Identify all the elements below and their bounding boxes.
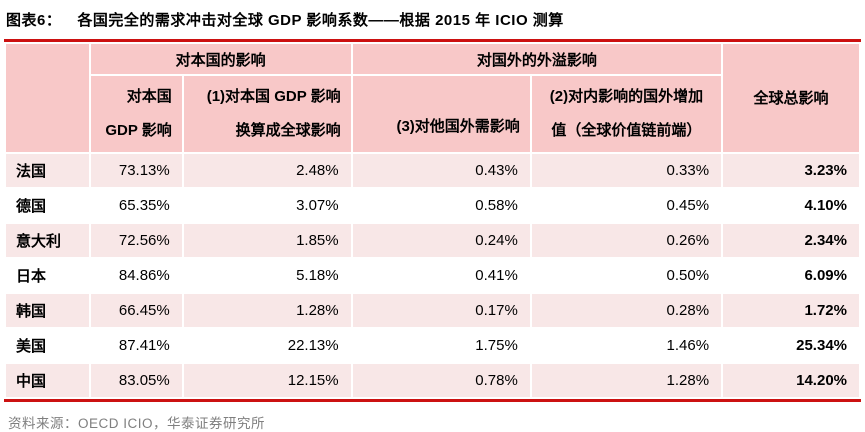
converted-global-cell: 12.15% — [183, 363, 351, 397]
sub-header-row: 对本国 GDP 影响 (1)对本国 GDP 影响 换算成全球影响 (3)对他国外… — [6, 76, 859, 152]
table-row: 德国 65.35% 3.07% 0.58% 0.45% 4.10% — [6, 188, 859, 222]
converted-global-cell: 1.85% — [183, 223, 351, 257]
domestic-gdp-cell: 83.05% — [90, 363, 182, 397]
table-row: 韩国 66.45% 1.28% 0.17% 0.28% 1.72% — [6, 293, 859, 327]
foreign-value-added-cell: 1.46% — [531, 328, 722, 362]
country-cell: 意大利 — [6, 223, 89, 257]
table-header: 对本国的影响 对国外的外溢影响 全球总影响 对本国 GDP 影响 (1)对本国 … — [6, 44, 859, 152]
converted-global-cell: 2.48% — [183, 153, 351, 187]
column-header-domestic-gdp: 对本国 GDP 影响 — [90, 76, 182, 152]
country-cell: 中国 — [6, 363, 89, 397]
column-header-foreign-value-added-line1: (2)对内影响的国外增加 — [549, 88, 704, 105]
group-header-domestic: 对本国的影响 — [90, 44, 351, 74]
domestic-gdp-cell: 66.45% — [90, 293, 182, 327]
external-demand-cell: 0.78% — [352, 363, 530, 397]
domestic-gdp-cell: 72.56% — [90, 223, 182, 257]
column-header-domestic-gdp-line2: GDP 影响 — [105, 121, 172, 139]
domestic-gdp-cell: 73.13% — [90, 153, 182, 187]
foreign-value-added-cell: 0.33% — [531, 153, 722, 187]
table-row: 中国 83.05% 12.15% 0.78% 1.28% 14.20% — [6, 363, 859, 397]
table-row: 美国 87.41% 22.13% 1.75% 1.46% 25.34% — [6, 328, 859, 362]
foreign-value-added-cell: 0.50% — [531, 258, 722, 292]
group-header-foreign-spillover: 对国外的外溢影响 — [352, 44, 722, 74]
figure-label: 图表6： — [6, 12, 62, 29]
external-demand-cell: 0.43% — [352, 153, 530, 187]
external-demand-cell: 0.41% — [352, 258, 530, 292]
country-cell: 日本 — [6, 258, 89, 292]
table-body: 法国 73.13% 2.48% 0.43% 0.33% 3.23% 德国 65.… — [6, 153, 859, 397]
country-cell: 德国 — [6, 188, 89, 222]
column-header-global-total: 全球总影响 — [723, 44, 859, 152]
bottom-rule — [4, 398, 861, 402]
table-row: 日本 84.86% 5.18% 0.41% 0.50% 6.09% — [6, 258, 859, 292]
column-header-converted-global: (1)对本国 GDP 影响 换算成全球影响 — [183, 76, 351, 152]
foreign-value-added-cell: 0.26% — [531, 223, 722, 257]
table-row: 法国 73.13% 2.48% 0.43% 0.33% 3.23% — [6, 153, 859, 187]
column-header-domestic-gdp-line1: 对本国 — [126, 88, 172, 105]
external-demand-cell: 0.17% — [352, 293, 530, 327]
global-total-cell: 25.34% — [723, 328, 859, 362]
converted-global-cell: 22.13% — [183, 328, 351, 362]
column-header-converted-global-line1: (1)对本国 GDP 影响 — [206, 88, 341, 105]
foreign-value-added-cell: 0.45% — [531, 188, 722, 222]
country-cell: 美国 — [6, 328, 89, 362]
data-table: 对本国的影响 对国外的外溢影响 全球总影响 对本国 GDP 影响 (1)对本国 … — [4, 42, 861, 399]
corner-cell — [6, 44, 89, 152]
domestic-gdp-cell: 65.35% — [90, 188, 182, 222]
global-total-cell: 1.72% — [723, 293, 859, 327]
foreign-value-added-cell: 0.28% — [531, 293, 722, 327]
column-header-foreign-value-added: (2)对内影响的国外增加 值（全球价值链前端） — [531, 76, 722, 152]
column-header-converted-global-line2: 换算成全球影响 — [235, 121, 341, 139]
figure-title: 图表6： 各国完全的需求冲击对全球 GDP 影响系数——根据 2015 年 ICI… — [4, 5, 861, 39]
converted-global-cell: 5.18% — [183, 258, 351, 292]
top-rule — [4, 39, 861, 42]
converted-global-cell: 1.28% — [183, 293, 351, 327]
column-header-foreign-value-added-line2: 值（全球价值链前端） — [551, 121, 702, 139]
group-header-row: 对本国的影响 对国外的外溢影响 全球总影响 — [6, 44, 859, 152]
foreign-value-added-cell: 1.28% — [531, 363, 722, 397]
global-total-cell: 14.20% — [723, 363, 859, 397]
global-total-cell: 6.09% — [723, 258, 859, 292]
external-demand-cell: 0.24% — [352, 223, 530, 257]
source-note: 资料来源：OECD ICIO，华泰证券研究所 — [8, 415, 266, 431]
external-demand-cell: 1.75% — [352, 328, 530, 362]
external-demand-cell: 0.58% — [352, 188, 530, 222]
global-total-cell: 3.23% — [723, 153, 859, 187]
domestic-gdp-cell: 87.41% — [90, 328, 182, 362]
column-header-external-demand: (3)对他国外需影响 — [352, 76, 530, 152]
domestic-gdp-cell: 84.86% — [90, 258, 182, 292]
figure-title-text: 各国完全的需求冲击对全球 GDP 影响系数——根据 2015 年 ICIO 测算 — [77, 12, 564, 29]
table-row: 意大利 72.56% 1.85% 0.24% 0.26% 2.34% — [6, 223, 859, 257]
country-cell: 韩国 — [6, 293, 89, 327]
global-total-cell: 2.34% — [723, 223, 859, 257]
converted-global-cell: 3.07% — [183, 188, 351, 222]
global-total-cell: 4.10% — [723, 188, 859, 222]
country-cell: 法国 — [6, 153, 89, 187]
